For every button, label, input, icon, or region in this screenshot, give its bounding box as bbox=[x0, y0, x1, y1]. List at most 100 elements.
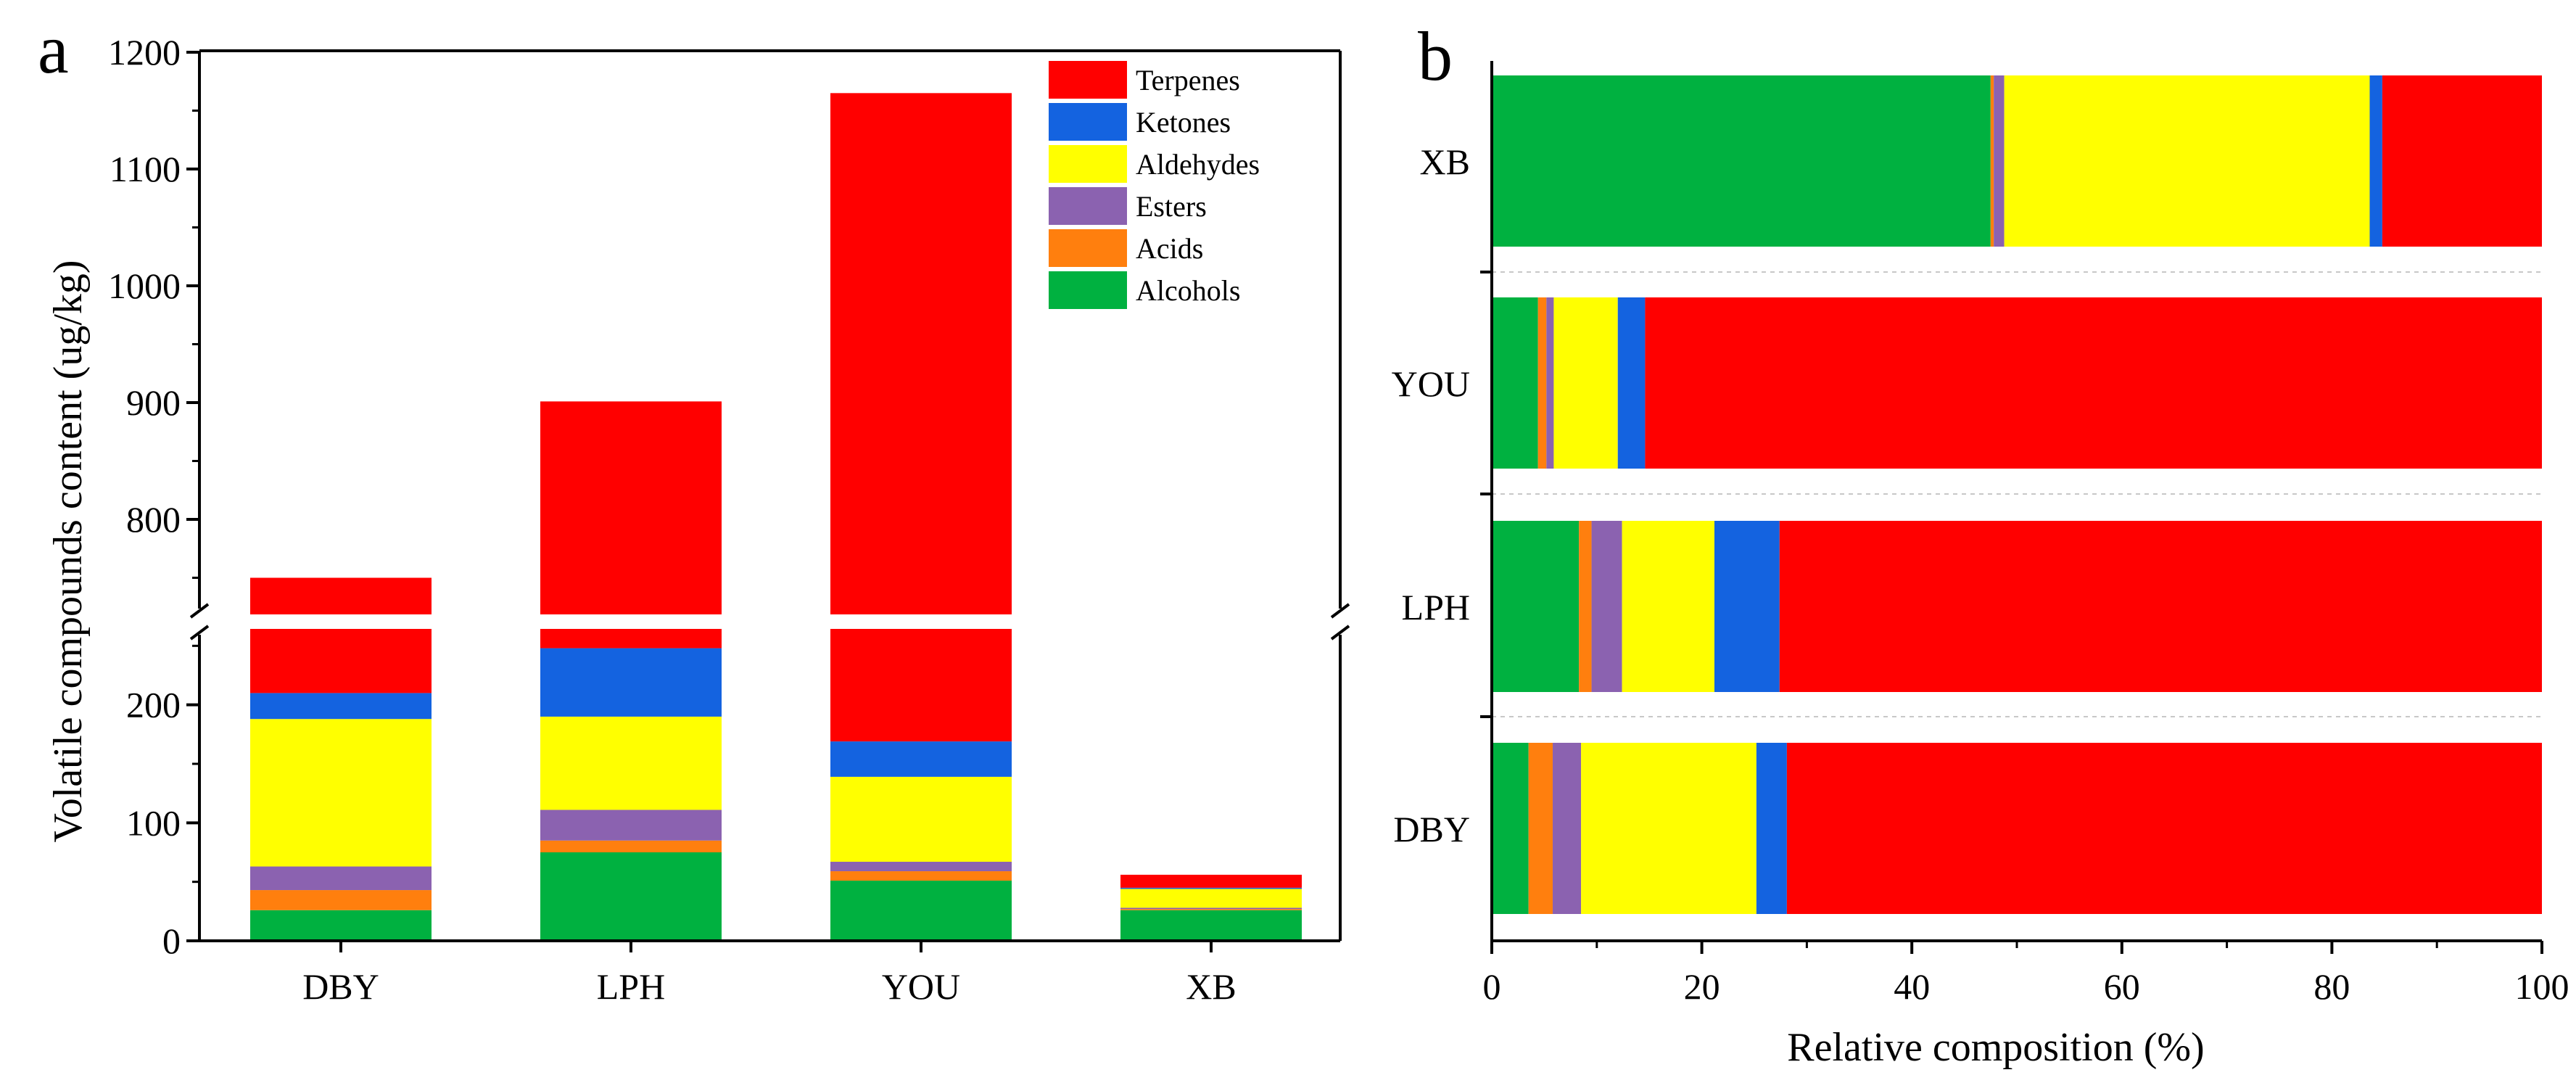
bar-segment-lph-acids bbox=[540, 840, 722, 852]
bar-segment-you-esters bbox=[830, 862, 1012, 872]
panel-a-xtick-label-lph: LPH bbox=[597, 966, 665, 1007]
legend-label-esters: Esters bbox=[1136, 190, 1207, 223]
panel-b-xtick-label: 60 bbox=[2104, 966, 2140, 1007]
panel-a-ytick-label: 800 bbox=[126, 499, 181, 540]
bar-segment-xb-ketones bbox=[1120, 887, 1302, 889]
bar-segment-dby-ketones bbox=[1756, 743, 1787, 914]
legend-swatch-acids bbox=[1049, 229, 1127, 267]
panel-a-ytick-label: 0 bbox=[162, 921, 181, 961]
bar-segment-dby-acids bbox=[1528, 743, 1553, 914]
bar-segment-xb-terpenes bbox=[1120, 874, 1302, 888]
bar-segment-xb-ketones bbox=[2369, 75, 2382, 247]
panel-a-ytick-label: 100 bbox=[126, 802, 181, 843]
panel-b-ytick-label-dby: DBY bbox=[1393, 809, 1470, 849]
bar-segment-xb-acids bbox=[1990, 75, 1994, 247]
bar-segment-dby-acids bbox=[250, 890, 432, 910]
bar-segment-xb-esters bbox=[1120, 907, 1302, 910]
bar-segment-dby-terpenes bbox=[1786, 743, 2542, 914]
panel-b-xtick-label: 40 bbox=[1894, 966, 1930, 1007]
bar-segment-xb-alcohols bbox=[1120, 910, 1302, 941]
panel-a-axis-break-right-bottom bbox=[1330, 625, 1350, 641]
bar-segment-lph-ketones bbox=[540, 648, 722, 717]
bar-segment-xb-alcohols bbox=[1492, 75, 1991, 247]
bar-segment-you-aldehydes bbox=[830, 776, 1012, 862]
bar-segment-you-terpenes bbox=[830, 93, 1012, 615]
panel-a-ytick-label: 1200 bbox=[108, 32, 181, 73]
legend-label-acids: Acids bbox=[1136, 232, 1203, 265]
legend-label-alcohols: Alcohols bbox=[1136, 274, 1240, 307]
bar-segment-dby-terpenes bbox=[250, 577, 432, 614]
bar-segment-dby-ketones bbox=[250, 693, 432, 720]
bar-segment-xb-acids bbox=[1120, 909, 1302, 910]
panel-b-ytick-label-lph: LPH bbox=[1402, 587, 1470, 627]
bar-segment-you-alcohols bbox=[1492, 297, 1538, 469]
panel-a-axis-break-right-top bbox=[1330, 603, 1350, 619]
bar-segment-lph-alcohols bbox=[540, 852, 722, 941]
panel-b-horizontal-stacked-bar-chart: XB YOU LPH DBY 0 20 40 60 80 100 Relative composi… bbox=[1392, 61, 2569, 1070]
panel-a-y-axis-title: Volatile compounds content (ug/kg) bbox=[46, 260, 91, 842]
bar-segment-you-terpenes bbox=[1645, 297, 2542, 469]
legend-label-aldehydes: Aldehydes bbox=[1136, 148, 1260, 181]
legend-swatch-esters bbox=[1049, 187, 1127, 225]
legend-swatch-terpenes bbox=[1049, 61, 1127, 99]
bar-segment-lph-acids bbox=[1579, 521, 1592, 692]
bar-segment-dby-esters bbox=[250, 866, 432, 891]
panel-b-xtick-label: 80 bbox=[2313, 966, 2350, 1007]
panel-a-ytick-label: 1000 bbox=[108, 265, 181, 306]
bar-segment-you-terpenes bbox=[830, 629, 1012, 742]
panel-a-legend: Terpenes Ketones Aldehydes Esters Acids Alcoh… bbox=[1039, 52, 1262, 328]
bar-segment-lph-esters bbox=[1591, 521, 1622, 692]
panel-a-ytick-label: 900 bbox=[126, 382, 181, 423]
bar-segment-you-aldehydes bbox=[1553, 297, 1618, 469]
bar-segment-xb-esters bbox=[1994, 75, 2005, 247]
bar-segment-lph-aldehydes bbox=[1622, 521, 1714, 692]
panel-b-ytick-label-xb: XB bbox=[1420, 141, 1470, 182]
bar-segment-lph-aldehydes bbox=[540, 716, 722, 810]
bar-segment-dby-esters bbox=[1552, 743, 1582, 914]
bar-segment-you-ketones bbox=[830, 741, 1012, 777]
panel-b-bars bbox=[1492, 75, 2542, 914]
panel-a-xtick-label-dby: DBY bbox=[302, 966, 379, 1007]
panel-b-ytick-label-you: YOU bbox=[1392, 363, 1470, 404]
panel-a-axes bbox=[186, 49, 1350, 952]
bar-segment-dby-terpenes bbox=[250, 629, 432, 693]
bar-segment-you-esters bbox=[1546, 297, 1554, 469]
bar-segment-you-acids bbox=[830, 871, 1012, 881]
panel-b-xtick-label: 0 bbox=[1483, 966, 1501, 1007]
panel-a-ytick-label: 200 bbox=[126, 685, 181, 725]
panel-b-x-axis-title: Relative composition (%) bbox=[1787, 1025, 2204, 1070]
bar-segment-lph-terpenes bbox=[1779, 521, 2542, 692]
legend-label-terpenes: Terpenes bbox=[1136, 64, 1240, 96]
bar-segment-dby-alcohols bbox=[1492, 743, 1529, 914]
bar-segment-xb-terpenes bbox=[2382, 75, 2542, 247]
bar-segment-lph-terpenes bbox=[540, 629, 722, 648]
panel-letter-a: a bbox=[38, 10, 69, 88]
bar-segment-xb-aldehydes bbox=[2004, 75, 2370, 247]
bar-segment-xb-aldehydes bbox=[1120, 889, 1302, 908]
panel-a-xtick-label-you: YOU bbox=[882, 966, 960, 1007]
bar-segment-lph-terpenes bbox=[540, 401, 722, 614]
panel-a-stacked-bar-chart: 0 100 200 800 900 1000 1100 1200 DBY LPH YOU XB Vol… bbox=[46, 32, 1350, 1007]
bar-segment-dby-alcohols bbox=[250, 910, 432, 941]
bar-segment-lph-alcohols bbox=[1492, 521, 1580, 692]
panel-a-tick-labels: 0 100 200 800 900 1000 1100 1200 DBY LPH YOU XB bbox=[108, 32, 1237, 1007]
panel-a-ytick-label: 1100 bbox=[110, 149, 181, 189]
panel-b-axes bbox=[1480, 61, 2543, 954]
panel-b-tick-labels: XB YOU LPH DBY 0 20 40 60 80 100 bbox=[1392, 141, 2569, 1007]
panel-a-xtick-label-xb: XB bbox=[1186, 966, 1236, 1007]
panel-a-axis-break-left-top bbox=[189, 603, 210, 619]
bar-segment-you-ketones bbox=[1617, 297, 1646, 469]
bar-segment-you-alcohols bbox=[830, 881, 1012, 941]
bar-segment-lph-esters bbox=[540, 810, 722, 841]
bar-segment-lph-ketones bbox=[1714, 521, 1780, 692]
panel-b-xtick-label: 20 bbox=[1684, 966, 1720, 1007]
panel-letter-b: b bbox=[1418, 17, 1453, 95]
bar-segment-you-acids bbox=[1537, 297, 1547, 469]
legend-swatch-alcohols bbox=[1049, 271, 1127, 309]
legend-swatch-aldehydes bbox=[1049, 145, 1127, 183]
legend-swatch-ketones bbox=[1049, 103, 1127, 141]
panel-a-bars bbox=[250, 93, 1302, 941]
panel-a-axis-break-left-bottom bbox=[189, 625, 210, 641]
bar-segment-dby-aldehydes bbox=[250, 719, 432, 867]
